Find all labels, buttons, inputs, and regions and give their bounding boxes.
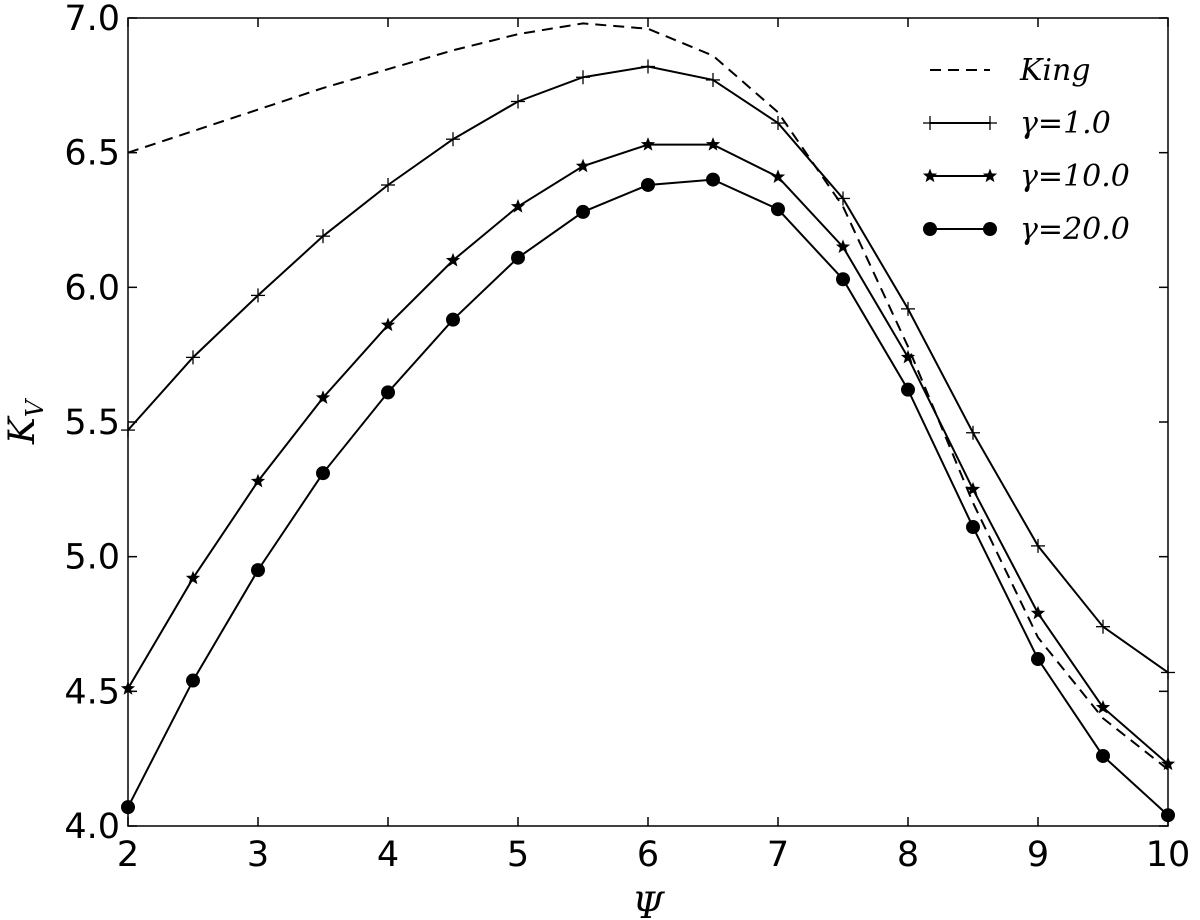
data-point [706,172,720,187]
data-point [641,177,655,192]
data-point [1096,748,1110,763]
series-1 [121,59,1175,680]
y-axis-label: KV [2,397,49,445]
legend-item-1: γ=1.0 [923,106,1111,141]
legend: King γ=1.0 γ=10.0 γ=20.0 [922,53,1130,247]
series-line-1 [128,65,1168,674]
x-tick-label: 5 [507,835,529,875]
data-point [705,137,721,151]
data-point [901,301,915,316]
x-tick-label: 9 [1027,835,1049,875]
series-0 [128,22,1168,771]
legend-marker [923,222,937,236]
series-2 [120,137,1176,771]
data-point [446,312,460,327]
x-axis-label: Ψ [632,886,665,920]
legend-marker [983,222,997,236]
data-point [381,385,395,400]
legend-marker [982,168,998,183]
data-point [185,570,201,585]
legend-label: γ=20.0 [1020,212,1130,247]
x-tick-label: 10 [1146,835,1191,875]
data-point [576,204,590,219]
y-tick-label: 6.5 [64,134,120,174]
y-tick-label: 5.5 [64,403,120,443]
data-point [316,229,330,244]
data-point [641,59,655,74]
data-point [1096,619,1110,634]
series-layer [120,22,1176,823]
legend-label: King [1019,53,1091,88]
data-point [186,350,200,365]
data-point [251,288,265,303]
legend-marker [983,116,997,130]
data-point [770,169,786,183]
x-tick-label: 6 [637,835,659,875]
legend-item-0: King [930,53,1091,88]
data-point [381,177,395,192]
data-point [1030,605,1046,620]
x-tick-label: 2 [117,835,139,875]
series-line-2 [128,143,1168,765]
data-point [640,137,656,151]
data-point [966,425,980,440]
series-line-3 [128,178,1168,816]
legend-label: γ=1.0 [1020,106,1111,141]
data-point [771,116,785,131]
data-point [771,202,785,217]
data-point [965,481,981,496]
data-point [186,673,200,688]
data-point [1031,538,1045,553]
y-axis-label-main: K [2,415,43,445]
data-point [1095,699,1111,714]
data-point [575,158,591,173]
data-point [966,520,980,535]
legend-marker [923,116,937,130]
y-tick-label: 7.0 [64,0,120,39]
data-point [380,317,396,332]
data-point [835,239,851,253]
legend-label: γ=10.0 [1020,159,1130,194]
data-point [900,349,916,364]
data-point [576,70,590,85]
data-point [511,94,525,109]
data-point [445,252,461,267]
ticks-layer: 2 3 4 5 6 7 8 9 10 4.0 4.5 5.0 5.5 6.0 6.5 7.0 [64,0,1190,875]
legend-item-3: γ=20.0 [923,212,1130,247]
series-line-0 [128,22,1168,771]
data-point [510,199,526,213]
data-point [250,473,266,488]
data-point [1031,652,1045,667]
plot-frame [127,17,1169,827]
x-tick-label: 3 [247,835,269,875]
y-axis-label-sub: V [21,397,49,417]
y-tick-label: 4.5 [64,672,120,712]
x-tick-label: 7 [767,835,789,875]
data-point [316,466,330,481]
series-3 [121,172,1175,823]
y-tick-label: 6.0 [64,268,120,308]
data-point [706,72,720,87]
data-point [901,382,915,397]
data-point [446,132,460,147]
legend-item-2: γ=10.0 [922,159,1130,194]
data-point [511,250,525,265]
y-tick-label: 5.0 [64,538,120,578]
data-point [251,563,265,578]
data-point [315,390,331,404]
legend-marker [922,168,938,183]
data-point [836,191,850,206]
y-tick-label: 4.0 [64,807,120,847]
x-tick-label: 8 [897,835,919,875]
data-point [836,272,850,287]
x-tick-label: 4 [377,835,399,875]
